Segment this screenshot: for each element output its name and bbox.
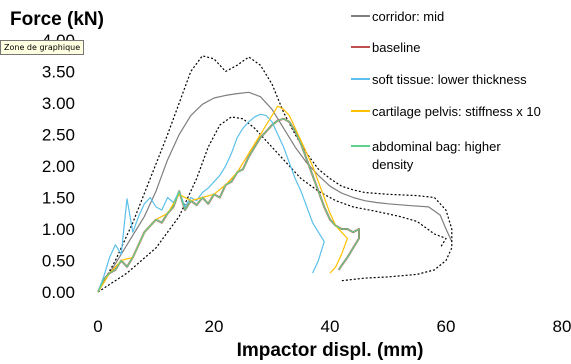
series-line-abdominal-bag-higher-density [97,118,360,293]
chart-area-tooltip: Zone de graphique [0,40,85,55]
y-tick-label: 2.00 [42,157,75,176]
y-tick-label: 0.50 [42,252,75,271]
legend-label-continued: density [372,157,414,172]
tick-labels: 0.000.501.001.502.002.503.003.504.000204… [42,31,571,336]
x-tick-label: 60 [437,317,456,336]
x-axis-label: Impactor displ. (mm) [237,340,424,361]
series-group [97,55,453,293]
x-tick-label: 80 [553,317,571,336]
legend: corridor: mid baseline soft tissue: lower … [351,9,541,172]
y-tick-label: 0.00 [42,283,75,302]
y-tick-label: 3.50 [42,63,75,82]
x-tick-label: 0 [93,317,102,336]
legend-label: soft tissue: lower thickness [372,72,527,87]
y-tick-label: 1.50 [42,189,75,208]
y-tick-label: 3.00 [42,94,75,113]
series-line-cartilage-pelvis-stiffness-x-10 [97,105,348,293]
series-line-baseline [97,117,360,293]
legend-label: cartilage pelvis: stiffness x 10 [372,104,541,119]
legend-label: abdominal bag: higher [372,139,501,154]
series-line-soft-tissue-lower-thickness [97,113,325,293]
y-axis-label: Force (kN) [10,9,104,30]
legend-label: corridor: mid [372,9,444,24]
legend-label: baseline [372,40,420,55]
series-line-corridor-upper [97,55,453,293]
y-tick-label: 1.00 [42,220,75,239]
series-line-corridor-mid [97,91,453,293]
y-tick-label: 2.50 [42,126,75,145]
x-tick-label: 20 [205,317,224,336]
x-tick-label: 40 [321,317,340,336]
